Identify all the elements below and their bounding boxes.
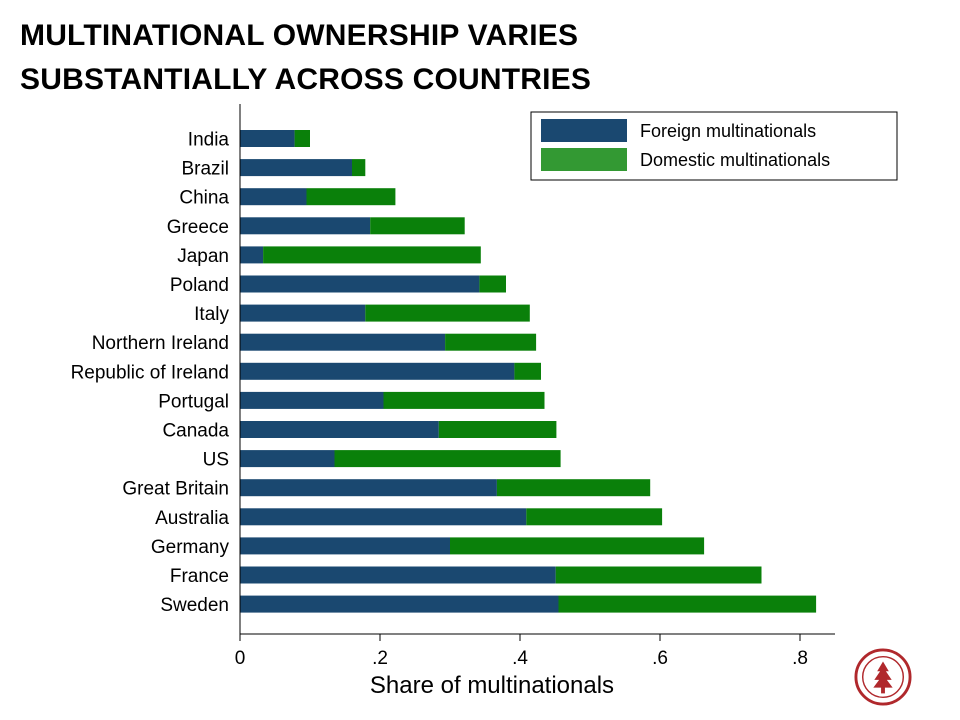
bar-domestic-republic-of-ireland [514,362,541,380]
chart-title-line-1: MULTINATIONAL OWNERSHIP VARIES [20,19,579,52]
x-tick-label: .8 [792,648,808,669]
bar-domestic-italy [365,304,530,322]
bar-domestic-poland [479,275,506,293]
category-label: Brazil [181,159,229,180]
bar-foreign-northern-ireland [240,333,446,351]
bar-foreign-germany [240,537,450,555]
category-label: Greece [167,217,229,238]
x-tick-label: .6 [652,648,668,669]
category-label: Portugal [158,391,229,412]
bar-foreign-australia [240,508,527,526]
bar-domestic-china [306,188,396,206]
legend-swatch-domestic [541,148,627,171]
category-label: France [170,566,229,587]
x-tick-label: .2 [372,648,388,669]
category-label: Great Britain [122,479,229,500]
category-label: Poland [170,275,229,296]
category-label: India [188,130,230,151]
x-tick-label: 0 [235,648,246,669]
bar-foreign-brazil [240,159,352,177]
bar-foreign-india [240,130,295,147]
bar-foreign-poland [240,275,480,293]
bar-domestic-us [334,450,561,468]
category-label: Italy [194,304,229,325]
bar-foreign-republic-of-ireland [240,362,515,380]
bars-group [240,130,817,613]
bar-domestic-northern-ireland [445,333,537,351]
bar-foreign-china [240,188,307,206]
category-labels-group: India Brazil China Greece Japan Poland Italy No… [71,130,230,617]
legend-swatch-foreign [541,119,627,142]
category-label: Sweden [160,595,229,616]
bar-foreign-france [240,566,556,584]
chart-title-line-2: SUBSTANTIALLY ACROSS COUNTRIES [20,63,592,96]
bar-domestic-greece [370,217,465,235]
category-label: Republic of Ireland [71,362,229,383]
axes-group [239,104,835,635]
legend-label-domestic: Domestic multinationals [640,150,830,170]
category-label: US [203,450,229,471]
bar-domestic-canada [438,421,557,438]
category-label: Northern Ireland [92,333,229,354]
bar-domestic-sweden [558,595,817,613]
bar-domestic-japan [263,246,481,264]
bar-domestic-germany [450,537,705,555]
chart-title: MULTINATIONAL OWNERSHIP VARIES SUBSTANTI… [20,14,591,102]
bar-domestic-france [555,566,762,584]
legend: Foreign multinationals Domestic multinat… [530,111,898,181]
bar-foreign-italy [240,304,366,322]
bar-domestic-india [294,130,310,147]
bar-foreign-japan [240,246,264,264]
x-tick-label: .4 [512,648,528,669]
bar-foreign-us [240,450,335,468]
bar-domestic-australia [526,508,663,526]
legend-label-foreign: Foreign multinationals [640,121,816,141]
bar-domestic-brazil [352,159,366,177]
x-ticks-group: 0 .2 .4 .6 .8 [235,634,808,669]
category-label: Japan [177,246,229,267]
bar-domestic-great-britain [496,479,651,497]
category-label: Germany [151,537,230,558]
category-label: Australia [155,508,229,529]
bar-foreign-portugal [240,391,384,409]
bar-foreign-canada [240,421,439,438]
bar-foreign-sweden [240,595,559,613]
bar-domestic-portugal [383,391,545,409]
university-seal-icon [854,648,912,706]
category-label: China [179,188,229,209]
bar-foreign-greece [240,217,371,235]
bar-foreign-great-britain [240,479,497,497]
x-axis-label: Share of multinationals [370,672,614,699]
category-label: Canada [162,421,229,442]
